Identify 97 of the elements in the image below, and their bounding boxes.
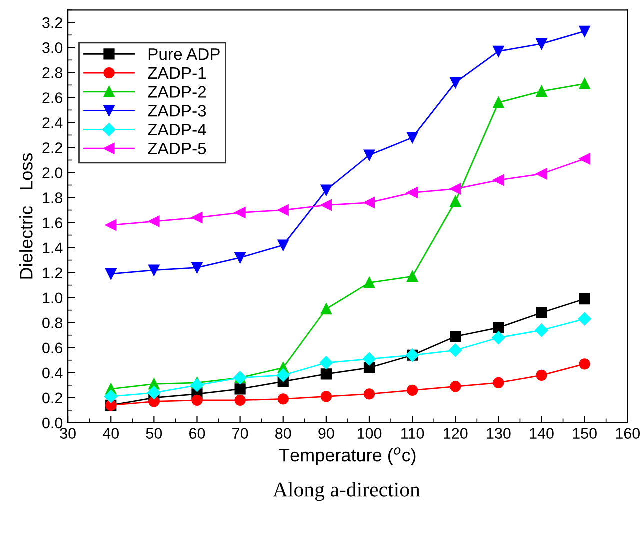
point (276, 368, 290, 382)
point (190, 378, 204, 392)
point (536, 38, 548, 50)
x-tick-label: 90 (318, 428, 334, 440)
point (364, 388, 376, 400)
y-tick-label: 3.0 (42, 42, 63, 54)
point (407, 132, 418, 144)
point (320, 391, 332, 402)
point (579, 358, 590, 370)
y-tick-label: 0.8 (42, 318, 63, 329)
point (278, 204, 289, 216)
y-tick-label: 2.2 (42, 142, 62, 154)
point (320, 304, 332, 315)
point (407, 384, 418, 396)
point (234, 252, 246, 264)
point (192, 262, 203, 274)
x-tick-label: 40 (102, 428, 120, 440)
point (579, 78, 590, 90)
point (450, 381, 462, 392)
point (493, 322, 504, 334)
x-tick-label: 50 (146, 428, 162, 440)
x-tick-label: 130 (487, 428, 511, 440)
point (536, 168, 548, 180)
point (578, 312, 592, 326)
point (407, 271, 418, 282)
point (449, 344, 462, 357)
point (192, 394, 203, 406)
y-tick-label: 2.6 (42, 92, 63, 104)
point (493, 377, 504, 388)
point (493, 174, 504, 186)
point (536, 307, 548, 318)
point (364, 197, 376, 208)
y-tick-label: 2.4 (42, 118, 63, 128)
x-tick-label: 160 (616, 428, 640, 440)
point (320, 200, 332, 211)
point (493, 97, 504, 108)
x-tick-label: 60 (190, 428, 206, 440)
x-tick-label: 80 (276, 428, 292, 440)
legend-label: ZADP-3 (148, 105, 206, 117)
point (536, 86, 548, 98)
x-axis-title: Temperature ($^{o}$c) (279, 448, 416, 466)
point (579, 26, 590, 37)
point (320, 356, 334, 370)
legend-label: ZADP-5 (148, 142, 206, 155)
point (234, 384, 246, 395)
point (579, 294, 590, 305)
point (364, 277, 376, 288)
point (320, 184, 332, 196)
y-tick-label: 2.0 (42, 168, 63, 178)
point (278, 394, 289, 405)
x-tick-label: 150 (573, 428, 597, 440)
y-tick-label: 0.0 (42, 418, 63, 429)
point (450, 77, 462, 88)
y-tick-label: 1.6 (43, 218, 63, 228)
y-tick-label: 1.2 (43, 268, 62, 278)
point (579, 153, 590, 165)
y-tick-label: 0.2 (42, 392, 62, 404)
legend-label: ZADP-2 (148, 86, 206, 98)
y-axis-title: Dielectric Loss (20, 153, 33, 279)
point (106, 268, 117, 280)
x-tick-label: 110 (402, 428, 424, 440)
point (148, 386, 161, 400)
point (407, 187, 418, 198)
point (320, 368, 332, 380)
y-tick-label: 1.4 (43, 242, 63, 254)
point (106, 220, 117, 231)
point (493, 46, 504, 57)
point (148, 216, 160, 228)
x-tick-label: 120 (444, 428, 468, 440)
point (234, 207, 246, 218)
point (450, 331, 462, 342)
point (234, 394, 246, 406)
point (536, 370, 548, 381)
y-tick-label: 0.6 (42, 342, 63, 354)
x-tick-label: 100 (358, 428, 382, 440)
y-tick-label: 1.8 (43, 192, 63, 204)
legend-label: ZADP-4 (148, 124, 206, 136)
point (104, 390, 118, 404)
point (364, 150, 376, 161)
point (278, 240, 289, 251)
legend-label: ZADP-1 (148, 67, 206, 79)
point (192, 212, 203, 224)
y-tick-label: 0.4 (42, 368, 63, 379)
point (148, 264, 160, 276)
y-tick-label: 2.8 (42, 68, 63, 78)
point (362, 352, 376, 366)
text: Along a-direction (273, 482, 420, 502)
point (450, 196, 462, 208)
x-tick-label: 70 (232, 428, 248, 440)
point (492, 331, 506, 344)
point (535, 324, 548, 337)
y-tick-label: 1.0 (43, 292, 63, 304)
legend-label: Pure ADP (148, 48, 220, 60)
x-tick-label: 140 (530, 428, 554, 440)
point (450, 183, 462, 195)
y-tick-label: 3.2 (42, 18, 62, 28)
x-tick-label: 30 (60, 428, 76, 440)
